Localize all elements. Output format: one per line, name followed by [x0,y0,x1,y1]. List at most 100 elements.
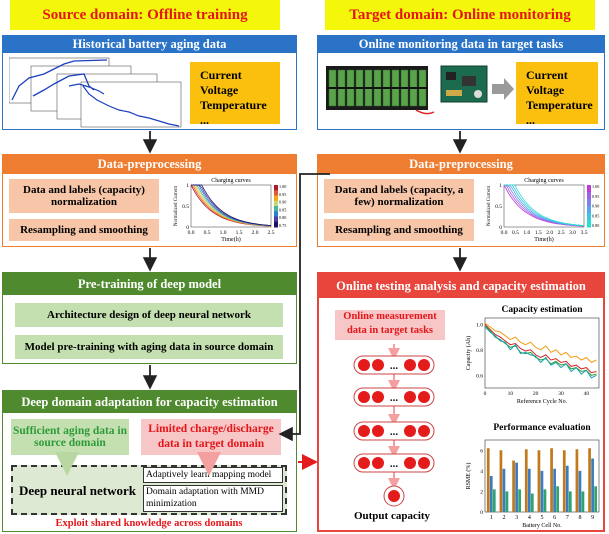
bar-green-cell-1 [492,489,496,512]
x-tick-label: 3.5 [581,230,588,236]
source-normalization-box: Data and labels (capacity) normalization [9,179,159,213]
feature-current: Current [526,68,568,82]
colorbar-segment [274,200,278,207]
y-tick-label: 1.0 [476,322,483,328]
pretraining-header: Pre-training of deep model [3,273,296,295]
y-tick-label: 0 [499,225,502,231]
x-axis-label: Time(h) [221,236,240,243]
source-preprocessing-panel: Data-preprocessing Data and labels (capa… [2,154,297,247]
plot-frame [503,184,585,228]
chart-title: Charging curves [524,178,564,184]
online-testing-header: Online testing analysis and capacity est… [319,274,603,298]
source-title: Source domain: Offline training [10,0,280,30]
bar-green-cell-4 [530,493,534,512]
colorbar-segment [274,185,278,191]
chart-title: Capacity estimation [501,305,583,315]
bar-green-cell-2 [505,491,509,512]
colorbar-tick: 0.75 [279,223,286,228]
feature-voltage: Voltage [526,83,565,97]
x-axis-label: Reference Cycle No. [517,398,568,405]
y-tick-label: 0.8 [476,348,483,354]
y-axis-label: RSME (%) [465,463,472,490]
chart-title: Performance evaluation [493,423,591,433]
historical-data-panel: Historical battery aging data Current Vo… [2,35,297,130]
colorbar-tick: 0.85 [279,207,286,212]
shared-knowledge-text: Exploit shared knowledge across domains [55,518,243,529]
bar-orange-cell-9 [588,448,591,512]
output-capacity-label: Output capacity [353,510,431,522]
bar-orange-cell-6 [550,448,553,512]
colorbar-tick: 1.00 [592,184,599,189]
y-axis-label: Normalized Current [174,185,179,226]
bar-blue-cell-1 [489,476,493,512]
layer-2 [353,387,435,407]
x-tick-label: 0.0 [501,230,508,236]
source-charging-chart: Charging curves 0.0 0.5 1.0 1.5 2.0 2.5 0 0.5 1 Ti… [174,178,286,243]
target-resampling-box: Resampling and smoothing [324,219,474,241]
x-tick-label: 2.0 [252,230,259,236]
bar-orange-cell-1 [486,448,490,512]
bar-green-cell-3 [518,489,521,512]
x-tick-label: 3.0 [569,230,576,236]
colorbar-segment [587,199,591,207]
temp-curve [68,83,105,95]
colorbar-segment [274,206,278,212]
layer-4 [353,453,435,473]
series-line-teal [484,326,597,379]
bar-blue-cell-5 [540,470,544,512]
bar-orange-cell-5 [537,450,541,512]
y-tick-label: 0 [186,225,189,231]
model-pretraining-box: Model pre-training with aging data in so… [15,335,283,359]
colorbar-tick: 0.85 [592,213,599,218]
x-tick-label: 20 [533,391,539,397]
bar-orange-cell-3 [512,460,515,512]
y-tick-label: 2 [480,489,483,495]
online-testing-panel: Online testing analysis and capacity est… [317,272,605,532]
x-tick-label: 40 [584,391,590,397]
source-preprocessing-header: Data-preprocessing [3,155,296,174]
y-tick-label: 1 [499,183,502,189]
x-tick-label: 3 [515,515,518,521]
y-tick-label: 1 [186,183,189,189]
capacity-estimation-chart: Capacity estimation 0 10 20 30 40 0.6 0.8 1.0 Ref… [465,305,600,405]
colorbar-segment [587,220,591,228]
colorbar-tick: 0.95 [279,192,286,197]
layer-3 [353,421,435,441]
online-measurement-box: Online measurement data in target tasks [335,310,445,340]
x-tick-label: 10 [508,391,514,397]
x-tick-label: 1.0 [220,230,227,236]
source-features-box: Current Voltage Temperature ... [190,62,280,127]
feature-current: Current [200,68,242,82]
colorbar-segment [274,190,278,196]
performance-evaluation-chart: Performance evaluation 1 2 3 4 5 6 7 8 9 0 2 4 6 Batte… [465,423,600,529]
target-normalization-box: Data and labels (capacity, a few) normal… [324,179,474,213]
x-tick-label: 2.5 [268,230,275,236]
output-node [388,490,400,502]
bar-green-cell-9 [594,486,597,512]
bar-green-cell-5 [543,489,547,512]
plot-frame [484,317,600,389]
x-tick-label: 30 [558,391,564,397]
bar-green-cell-8 [581,491,585,512]
x-tick-label: 2.5 [558,230,565,236]
x-tick-label: 7 [566,515,569,521]
bar-blue-cell-8 [578,470,582,512]
colorbar-tick: 1.00 [279,184,286,189]
plot-frame [190,184,272,228]
online-monitoring-header: Online monitoring data in target tasks [318,36,604,53]
colorbar-tick: 0.95 [592,194,599,199]
target-preprocessing-panel: Data-preprocessing Data and labels (capa… [317,154,605,247]
y-axis-label: Normalized Current [487,185,492,226]
colorbar-segment [274,195,278,202]
historical-data-header: Historical battery aging data [3,36,296,53]
right-arrow-icon [492,78,514,100]
y-tick-label: 0 [480,510,483,516]
charging-curve-8 [191,184,272,226]
colorbar-segment [587,206,591,214]
pretraining-panel: Pre-training of deep model Architecture … [2,272,297,364]
dnn-label: Deep neural network [19,483,136,498]
voltage-curve [11,59,108,101]
target-title: Target domain: Online monitoring [325,0,595,30]
series-line-red [484,324,597,374]
